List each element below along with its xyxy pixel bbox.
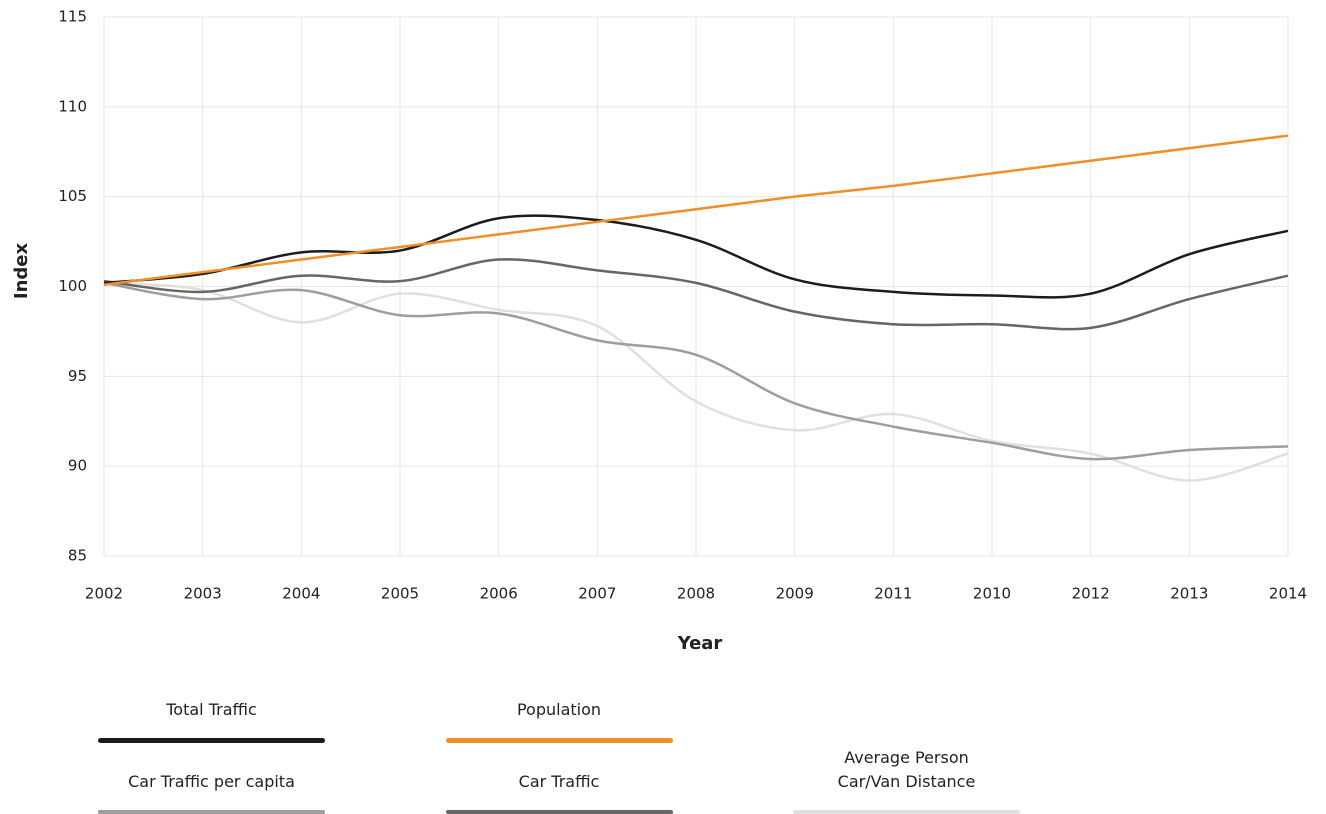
y-axis-title: Index — [11, 243, 32, 300]
legend-label: Average Person Car/Van Distance — [793, 744, 1020, 794]
x-tick-label: 2006 — [480, 585, 518, 603]
line-series — [103, 281, 1289, 461]
x-tick-label: 2008 — [677, 585, 715, 603]
legend-text: Total Traffic — [166, 700, 257, 719]
legend-item: Car Traffic per capita — [98, 744, 325, 814]
x-tick-label: 2010 — [973, 585, 1011, 603]
y-tick-label: 110 — [58, 97, 87, 115]
legend-text: Car Traffic per capita — [128, 772, 295, 791]
x-tick-label: 2004 — [282, 585, 320, 603]
x-axis-title: Year — [677, 633, 723, 654]
legend-label: Car Traffic — [446, 744, 673, 794]
legend-swatch — [445, 810, 673, 814]
x-tick-label: 2002 — [85, 585, 123, 603]
y-tick-label: 85 — [68, 547, 87, 565]
legend-item: Total Traffic — [98, 672, 325, 743]
legend-item: Car Traffic — [445, 744, 673, 814]
chart: Year Index 85 90 95 100 105 110 115 2002 2003 200… — [11, 8, 1307, 655]
legend-label: Population — [446, 672, 673, 722]
line-series — [103, 134, 1289, 286]
legend-swatch — [98, 810, 325, 814]
x-tick-label: 2012 — [1072, 585, 1110, 603]
legend-label: Total Traffic — [98, 672, 325, 722]
legend-swatch — [793, 810, 1020, 814]
line-series — [103, 258, 1289, 331]
legend-text: Car Traffic — [518, 772, 600, 791]
y-tick-label: 105 — [58, 187, 87, 205]
legend-label: Car Traffic per capita — [98, 744, 325, 794]
legend-swatch — [445, 738, 673, 743]
x-tick-label: 2007 — [578, 585, 616, 603]
y-tick-label: 90 — [68, 457, 87, 475]
legend-item: Population — [445, 672, 673, 743]
legend-swatch — [98, 738, 325, 743]
legend-text: Population — [516, 700, 602, 719]
x-tick-label: 2011 — [874, 585, 912, 603]
line-series — [103, 214, 1289, 299]
x-tick-label: 2009 — [776, 585, 814, 603]
x-tick-label: 2014 — [1269, 585, 1307, 603]
y-tick-label: 95 — [68, 367, 87, 385]
line-series — [103, 281, 1289, 482]
x-tick-label: 2005 — [381, 585, 419, 603]
legend-item: Average Person Car/Van Distance — [793, 744, 1020, 814]
y-tick-label: 100 — [58, 277, 87, 295]
legend-text: Average Person Car/Van Distance — [837, 748, 976, 791]
x-tick-label: 2013 — [1170, 585, 1208, 603]
x-tick-label: 2003 — [184, 585, 222, 603]
y-tick-label: 115 — [58, 8, 87, 26]
